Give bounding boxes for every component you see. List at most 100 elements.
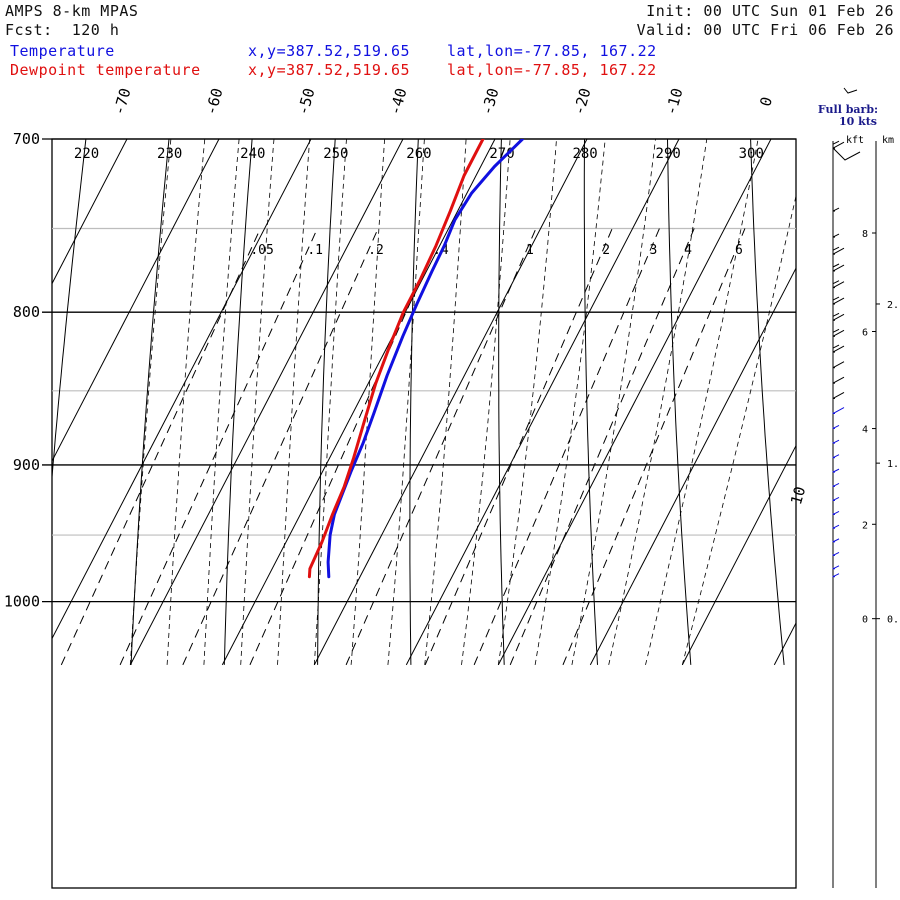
- isotherm-line: [866, 120, 900, 665]
- kft-tick-label: 8: [862, 229, 868, 240]
- mixing-ratio-line: [509, 228, 695, 666]
- isotherm-line: [52, 139, 312, 640]
- wind-barb: [832, 482, 840, 487]
- moist-adiabat-line: [240, 139, 275, 665]
- isotherm-label: -70: [110, 86, 135, 117]
- plot-frame: [51, 138, 797, 889]
- isotherm-line: [773, 622, 796, 666]
- pressure-label: 1000: [4, 593, 40, 611]
- legend-dewpoint: Dewpoint temperature: [10, 61, 201, 79]
- pressure-label: 900: [13, 456, 40, 474]
- isotherm-line: [589, 267, 796, 666]
- dry-adiabat-line: [52, 139, 87, 483]
- wind-barb: [832, 551, 840, 556]
- isotherm-label: 0: [756, 95, 776, 109]
- moist-adiabat-line: [461, 139, 511, 665]
- wind-barb: [832, 510, 840, 515]
- moist-adiabat-line: [571, 139, 656, 665]
- isotherm-label: -10: [662, 86, 687, 117]
- isotherm-label: -40: [386, 86, 411, 117]
- dewpoint-latlon: lat,lon=-77.85, 167.22: [447, 61, 657, 79]
- moist-adiabat-line: [681, 194, 796, 665]
- dry-adiabat-line: [750, 139, 785, 665]
- moist-adiabat-line: [129, 139, 172, 665]
- mixing-ratio-label: 6: [735, 243, 743, 258]
- moist-adiabat-line: [350, 139, 386, 665]
- mixing-ratio-label: .1: [307, 243, 323, 258]
- moist-adiabat-line: [387, 139, 425, 665]
- dry-adiabat-line: [223, 139, 253, 665]
- wind-barb: [832, 344, 845, 353]
- isotherm-line: [0, 120, 45, 665]
- isotherm-line: [405, 139, 680, 666]
- wind-barb: [832, 376, 845, 384]
- wind-barb: [832, 280, 845, 289]
- moist-adiabat-line: [166, 139, 206, 665]
- mixing-ratio-label: 1: [526, 243, 534, 258]
- km-tick-label: 2.: [887, 300, 899, 311]
- dry-adiabat-line: [409, 139, 419, 665]
- wind-barb: [832, 361, 845, 369]
- dry-adiabat-label: 270: [489, 146, 514, 162]
- temperature-xy: x,y=387.52,519.65: [248, 42, 411, 60]
- wind-barb: [832, 296, 845, 305]
- wind-barb: [832, 538, 840, 543]
- km-tick-label: 0.: [887, 615, 899, 626]
- pressure-label: 800: [13, 303, 40, 321]
- init-time: Init: 00 UTC Sun 01 Feb 26: [646, 2, 894, 20]
- mixing-ratio-line: [562, 228, 746, 666]
- mixing-ratio-line: [60, 228, 261, 666]
- valid-time: Valid: 00 UTC Fri 06 Feb 26: [636, 21, 894, 39]
- wind-barb: [832, 407, 845, 415]
- wind-barb: [832, 328, 845, 337]
- dry-adiabat-label: 240: [240, 146, 265, 162]
- barb-legend-icon: [843, 87, 858, 94]
- dry-adiabat-label: 230: [157, 146, 182, 162]
- isotherm-label: -30: [478, 86, 503, 117]
- wind-barb: [832, 439, 840, 444]
- mixing-ratio-line: [424, 228, 613, 666]
- isotherm-label: -20: [570, 86, 595, 117]
- wind-barb: [832, 497, 840, 501]
- wind-barb: [832, 468, 840, 473]
- wind-barb: [832, 391, 845, 399]
- wind-barb: [832, 140, 845, 149]
- mixing-ratio-line: [473, 228, 660, 666]
- wind-barb: [832, 312, 845, 321]
- moist-adiabat-line: [277, 139, 311, 665]
- moist-adiabat-line: [203, 139, 240, 665]
- dewpoint-profile: [307, 139, 485, 579]
- wind-barb: [832, 424, 840, 429]
- legend-temperature: Temperature: [10, 42, 115, 60]
- isotherm-line: [221, 139, 496, 666]
- dry-adiabat-line: [498, 139, 505, 665]
- mixing-ratio-label: 4: [684, 243, 692, 258]
- dry-adiabat-line: [130, 139, 170, 665]
- km-tick-label: 1.: [887, 459, 899, 470]
- mixing-ratio-label: .2: [368, 243, 384, 258]
- mixing-ratio-line: [345, 228, 537, 666]
- kft-label: kft: [846, 135, 864, 146]
- kft-tick-label: 6: [862, 327, 868, 338]
- moist-adiabat-line: [424, 139, 467, 665]
- dry-adiabat-line: [833, 120, 878, 665]
- wind-barb-top: [832, 147, 861, 161]
- moist-adiabat-line: [608, 139, 708, 665]
- mixing-ratio-label: 3: [649, 243, 657, 258]
- dry-adiabat-label: 280: [572, 146, 597, 162]
- kft-tick-label: 4: [862, 425, 868, 436]
- kft-tick-label: 0: [862, 615, 868, 626]
- dry-adiabat-line: [0, 120, 5, 665]
- dewpoint-xy: x,y=387.52,519.65: [248, 61, 411, 79]
- mixing-ratio-line: [182, 228, 379, 666]
- kft-tick-label: 2: [862, 520, 868, 531]
- isotherm-line: [681, 444, 796, 666]
- mixing-ratio-label: .05: [250, 243, 273, 258]
- isotherm-label: 10: [787, 484, 809, 506]
- dry-adiabat-label: 300: [739, 146, 764, 162]
- mixing-ratio-line: [119, 228, 318, 666]
- wind-barb: [832, 246, 845, 255]
- dry-adiabat-label: 260: [406, 146, 431, 162]
- isotherm-line: [52, 139, 128, 285]
